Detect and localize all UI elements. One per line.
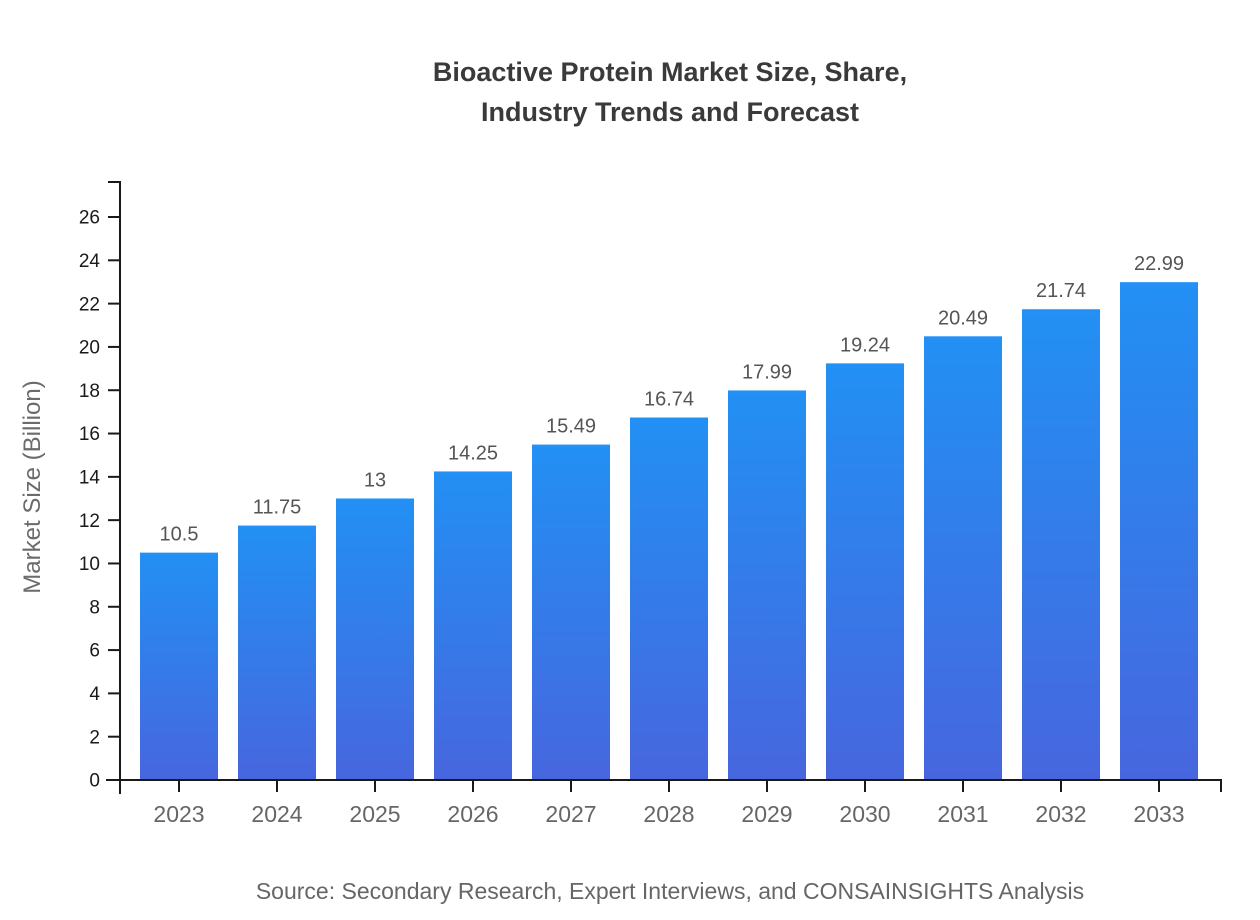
bar-value-label-2033: 22.99 <box>1134 253 1184 275</box>
bar-2028 <box>630 417 708 780</box>
bar-value-label-2029: 17.99 <box>742 361 792 383</box>
x-tick-label-2030: 2030 <box>839 801 890 827</box>
x-tick-label-2033: 2033 <box>1133 801 1184 827</box>
bar-2023 <box>140 552 218 780</box>
x-tick-label-2028: 2028 <box>643 801 694 827</box>
x-tick-label-2024: 2024 <box>251 801 302 827</box>
x-tick-label-2026: 2026 <box>447 801 498 827</box>
y-tick-label-12: 12 <box>79 511 100 532</box>
bar-2024 <box>238 525 316 780</box>
chart-title-line-1: Bioactive Protein Market Size, Share, <box>432 57 908 87</box>
bar-2030 <box>826 363 904 780</box>
bar-2033 <box>1120 282 1198 780</box>
y-tick-label-2: 2 <box>89 727 100 748</box>
x-axis-line <box>106 779 1222 792</box>
x-tick-label-2032: 2032 <box>1035 801 1086 827</box>
y-tick-label-18: 18 <box>79 381 100 402</box>
source-note: Source: Secondary Research, Expert Inter… <box>255 878 1085 904</box>
bar-value-label-2030: 19.24 <box>840 334 890 356</box>
x-tick-label-2029: 2029 <box>741 801 792 827</box>
y-tick-label-0: 0 <box>89 771 100 792</box>
bar-value-label-2023: 10.5 <box>160 524 199 546</box>
y-tick-label-16: 16 <box>79 424 100 445</box>
chart-title: Bioactive Protein Market Size, Share, In… <box>90 52 1250 132</box>
y-tick-label-20: 20 <box>79 338 100 359</box>
bar-value-label-2027: 15.49 <box>546 416 596 438</box>
y-axis-line <box>108 181 121 794</box>
bar-value-label-2024: 11.75 <box>253 497 302 519</box>
x-tick-label-2027: 2027 <box>545 801 596 827</box>
bar-2029 <box>728 390 806 780</box>
bar-value-label-2025: 13 <box>364 469 386 491</box>
x-tick-label-2023: 2023 <box>153 801 204 827</box>
y-tick-label-6: 6 <box>89 641 100 662</box>
chart-title-line-2: Industry Trends and Forecast <box>480 97 860 127</box>
bar-value-label-2032: 21.74 <box>1036 280 1086 302</box>
bar-2027 <box>532 444 610 780</box>
bar-value-label-2031: 20.49 <box>938 307 988 329</box>
bar-2031 <box>924 336 1002 780</box>
y-tick-label-22: 22 <box>79 294 100 315</box>
bar-value-label-2028: 16.74 <box>644 389 694 411</box>
y-tick-label-24: 24 <box>79 251 101 272</box>
y-tick-label-10: 10 <box>79 554 100 575</box>
y-tick-label-26: 26 <box>79 208 100 229</box>
y-tick-label-4: 4 <box>89 684 100 705</box>
y-tick-label-8: 8 <box>89 597 100 618</box>
bar-2025 <box>336 498 414 780</box>
y-tick-label-14: 14 <box>79 467 101 488</box>
bar-value-label-2026: 14.25 <box>448 442 498 464</box>
x-tick-label-2025: 2025 <box>349 801 400 827</box>
bar-2032 <box>1022 309 1100 780</box>
x-tick-label-2031: 2031 <box>937 801 988 827</box>
bar-2026 <box>434 471 512 780</box>
